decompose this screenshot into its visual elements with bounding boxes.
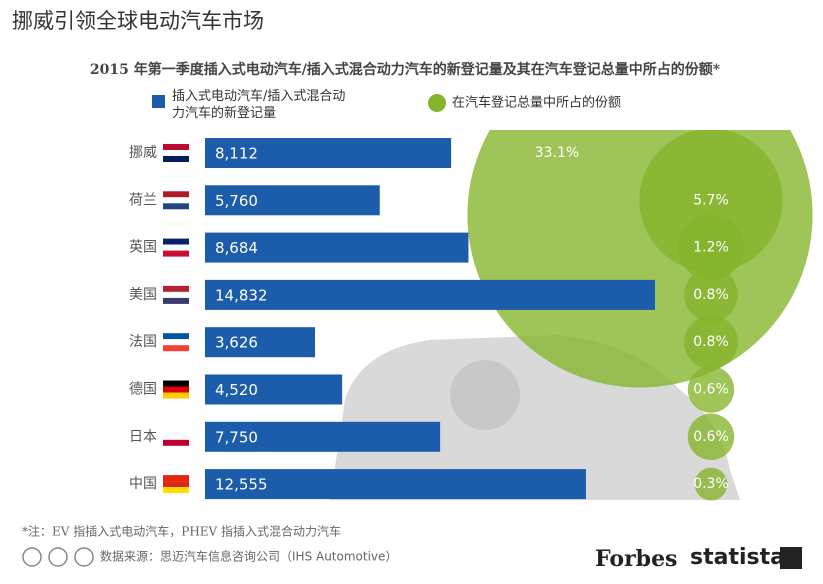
category-label: 荷兰 (129, 192, 157, 208)
value-label: 8,684 (215, 239, 258, 257)
bubble (684, 268, 738, 322)
category-label: 英国 (129, 239, 157, 256)
bubble-label: 5.7% (693, 192, 729, 208)
flag (163, 291, 189, 298)
bar (205, 279, 655, 310)
bar (205, 327, 316, 358)
footnote: *注：EV 指插入式电动汽车，PHEV 指插入式混合动力汽车 (22, 524, 341, 539)
category-label: 日本 (129, 429, 157, 445)
cc-icons (22, 547, 94, 567)
bubble-label: 0.8% (693, 287, 729, 303)
flag (163, 481, 189, 488)
value-label: 3,626 (215, 334, 258, 352)
bar (205, 469, 586, 500)
category-label: 美国 (129, 287, 157, 303)
bubble (687, 366, 735, 413)
chart-subtitle: 2015 年第一季度插入式电动汽车/插入式混合动力汽车的新登记量及其在汽车登记总… (90, 61, 721, 78)
brand-icon (780, 547, 802, 569)
legend-label: 在汽车登记总量中所占的份额 (452, 95, 621, 111)
flag (163, 244, 189, 251)
category-label: 法国 (129, 334, 157, 350)
flag (163, 386, 189, 393)
bubble (684, 315, 738, 370)
bubble-label: 33.1% (535, 145, 579, 161)
flag (163, 250, 189, 257)
category-label: 德国 (129, 382, 157, 398)
flag (163, 156, 189, 162)
flag (163, 238, 189, 245)
value-label: 14,832 (215, 286, 268, 304)
value-label: 7,750 (215, 428, 258, 446)
flag (163, 203, 189, 210)
flag (163, 144, 189, 150)
bubble-label: 0.8% (693, 334, 729, 350)
flag (163, 345, 189, 352)
legend-swatch (152, 95, 165, 108)
flag (163, 191, 189, 198)
bubble (694, 467, 728, 501)
bubble-label: 1.2% (693, 240, 729, 256)
bubble-label: 0.3% (693, 476, 729, 492)
value-label: 5,760 (215, 192, 258, 210)
value-label: 12,555 (215, 476, 268, 494)
flag (163, 392, 189, 399)
category-label: 中国 (129, 476, 157, 492)
legend-entry: 插入式电动汽车/插入式混合动力汽车的新登记量 (172, 89, 346, 121)
bubble-label: 0.6% (693, 429, 729, 445)
value-label: 4,520 (215, 381, 258, 399)
flag (163, 150, 189, 156)
category-label: 挪威 (129, 145, 157, 161)
bar (205, 421, 441, 452)
flag (163, 487, 189, 494)
flag (163, 433, 189, 440)
value-label: 8,112 (215, 145, 258, 163)
chart-title: 挪威引领全球电动汽车市场 (12, 9, 264, 33)
source: 数据来源：思迈汽车信息咨询公司（IHS Automotive） (100, 549, 397, 564)
flag (163, 427, 189, 434)
flag (163, 333, 189, 340)
brand-statista: statista (690, 545, 785, 570)
flag (163, 339, 189, 346)
flag (163, 197, 189, 204)
flag (163, 285, 189, 292)
bubble (639, 130, 783, 272)
flag (163, 380, 189, 387)
bubble (687, 413, 735, 461)
bar (205, 138, 452, 168)
bubble (678, 214, 744, 281)
legend-label: 插入式电动汽车/插入式混合动力汽车的新登记量 (172, 89, 346, 121)
bubble-label: 0.6% (693, 382, 729, 398)
flag (163, 439, 189, 446)
bar (205, 185, 380, 216)
flag (163, 297, 189, 304)
bar (205, 232, 469, 263)
brand-forbes: Forbes (595, 546, 677, 572)
legend-swatch (428, 94, 446, 112)
flag (163, 475, 189, 482)
bar (205, 374, 343, 405)
